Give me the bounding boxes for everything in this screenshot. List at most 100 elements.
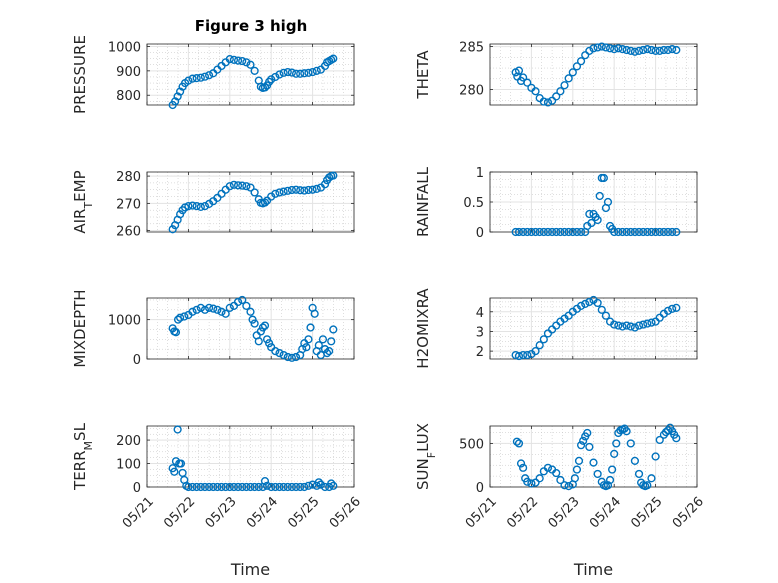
y-tick-label: 0: [133, 481, 141, 496]
data-point: [634, 469, 644, 479]
data-point: [552, 468, 561, 478]
data-point: [184, 76, 193, 85]
x-tick-label: 05/21: [120, 494, 157, 531]
x-tick-label: 05/23: [203, 494, 240, 531]
data-point: [543, 98, 553, 107]
data-point: [514, 351, 524, 361]
data-point: [626, 322, 635, 331]
figure-title: Figure 3 high: [195, 17, 308, 35]
data-point: [225, 55, 234, 64]
y-tick-label: 900: [116, 65, 141, 80]
subplot-5: 0 1000 MIXDEPTH: [71, 289, 355, 368]
data-point: [564, 482, 573, 491]
data-point: [196, 202, 205, 212]
data-point: [610, 45, 619, 54]
data-point: [574, 456, 584, 465]
data-point: [622, 427, 631, 436]
data-point: [610, 449, 619, 458]
data-point: [176, 313, 185, 322]
data-point: [612, 439, 621, 448]
data-point: [260, 198, 270, 207]
data-point: [585, 46, 594, 55]
data-point: [581, 51, 590, 60]
x-tick-label: 05/22: [504, 494, 541, 531]
axes-frame: [146, 425, 355, 488]
data-point: [314, 341, 323, 350]
x-tick-label: 05/25: [628, 494, 665, 531]
data-point: [552, 321, 561, 330]
y-tick-label: 100: [116, 458, 141, 473]
data-point: [663, 306, 673, 315]
data-point: [543, 227, 553, 237]
data-point: [188, 201, 197, 210]
data-point: [246, 183, 255, 192]
y-axis-label: TERRMSL: [71, 422, 95, 491]
y-axis-label: AIRTEMP: [71, 170, 95, 233]
data-point: [287, 68, 297, 77]
data-point: [647, 318, 656, 327]
data-point: [614, 321, 623, 330]
data-point: [296, 186, 305, 195]
data-point: [246, 307, 255, 316]
data-point: [601, 43, 611, 52]
data-point: [250, 482, 259, 492]
y-axis-label: MIXDEPTH: [71, 289, 89, 367]
data-point: [608, 465, 617, 474]
data-point: [593, 298, 602, 308]
data-point: [583, 428, 592, 438]
data-point: [329, 481, 338, 490]
y-axis-label: H2OMIXRA: [414, 288, 432, 369]
y-axis-label: PRESSURE: [71, 35, 89, 114]
data-point: [308, 185, 317, 194]
data-point: [535, 341, 544, 350]
data-point: [659, 45, 668, 55]
data-point: [287, 482, 297, 492]
data-point: [622, 45, 631, 55]
data-point: [630, 456, 640, 465]
data-point: [304, 185, 313, 195]
data-point: [275, 188, 284, 197]
data-point: [585, 209, 594, 219]
data-point: [325, 347, 334, 356]
data-point: [647, 45, 656, 55]
data-point: [271, 189, 280, 198]
data-point: [250, 188, 259, 197]
data-point: [304, 335, 313, 344]
data-point: [663, 45, 673, 55]
data-point: [523, 227, 532, 237]
data-point: [213, 482, 222, 492]
data-point: [668, 45, 677, 54]
data-point: [597, 42, 606, 51]
data-point: [209, 304, 218, 313]
data-point: [564, 74, 573, 83]
data-point: [178, 468, 187, 478]
data-point: [527, 479, 536, 488]
data-point: [576, 227, 586, 237]
data-point: [229, 482, 239, 492]
data-point: [300, 69, 309, 78]
data-point: [291, 482, 301, 492]
data-point: [238, 295, 247, 305]
data-point: [260, 477, 270, 486]
data-point: [572, 62, 582, 71]
data-point: [523, 350, 532, 360]
data-point: [312, 184, 321, 194]
data-point: [668, 227, 677, 237]
data-point: [318, 335, 328, 344]
axes-frame: [489, 425, 698, 488]
data-point: [579, 436, 588, 445]
data-point: [200, 482, 210, 492]
y-tick-label: 2: [476, 345, 484, 360]
data-point: [535, 474, 544, 483]
y-tick-label: 280: [116, 170, 141, 185]
data-point: [250, 319, 259, 328]
data-point: [639, 320, 648, 329]
data-point: [271, 482, 280, 492]
data-point: [296, 69, 305, 78]
data-point: [643, 481, 652, 490]
x-tick-label: 05/26: [327, 494, 364, 531]
y-tick-label: 0: [133, 353, 141, 368]
data-point: [535, 227, 544, 237]
y-axis-label: RAINFALL: [414, 166, 432, 237]
